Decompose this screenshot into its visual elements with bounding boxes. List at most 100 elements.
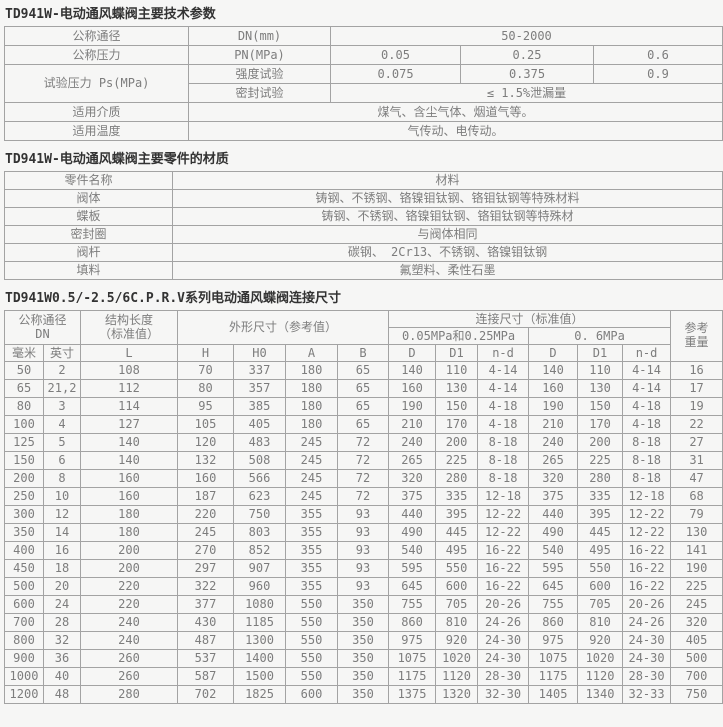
table-cell: 24-30 bbox=[622, 649, 672, 668]
table-cell: 110 bbox=[435, 361, 479, 380]
table-cell: 8-18 bbox=[477, 469, 530, 488]
section-title-connection-dims: TD941W0.5/-2.5/6C.P.R.V系列电动通风蝶阀连接尺寸 bbox=[5, 291, 342, 306]
table-row: 800 32 240 487 1300 550 350 975 920 24-30 975 920 24… bbox=[4, 631, 723, 650]
table-cell: 245 bbox=[285, 433, 339, 452]
table-cell: 623 bbox=[233, 487, 287, 506]
table-cell: 140 bbox=[80, 433, 179, 452]
table-cell: 8-18 bbox=[622, 451, 672, 470]
table-cell: 铸钢、不锈钢、铬镍钼钛钢、铬钼钛钢等特殊材料 bbox=[172, 189, 723, 208]
param-label: 公称通径 bbox=[4, 26, 189, 46]
table-cell: 550 bbox=[285, 595, 339, 614]
table-cell: 495 bbox=[435, 541, 479, 560]
table-cell: 4-18 bbox=[477, 397, 530, 416]
table-cell: 112 bbox=[80, 379, 179, 398]
table-cell: 385 bbox=[233, 397, 287, 416]
table-cell: 335 bbox=[577, 487, 624, 506]
header-weight-line1: 参考 bbox=[684, 321, 709, 336]
table-cell: 1120 bbox=[577, 667, 624, 686]
table-cell: 65 bbox=[337, 361, 390, 380]
table-cell: 490 bbox=[388, 523, 437, 542]
table-cell: 蝶板 bbox=[4, 207, 173, 226]
header-col-nd-high: n-d bbox=[622, 344, 672, 362]
table-row: 100 4 127 105 405 180 65 210 170 4-18 210 170 4-18 22 bbox=[4, 415, 723, 434]
table-cell: 200 bbox=[80, 559, 179, 578]
table-cell: 114 bbox=[80, 397, 179, 416]
table-cell: 300 bbox=[4, 505, 44, 524]
table-cell: 355 bbox=[285, 577, 339, 596]
table-cell: 48 bbox=[42, 685, 82, 704]
table-cell: 245 bbox=[670, 595, 723, 614]
table-cell: 1300 bbox=[233, 631, 287, 650]
table-cell: 920 bbox=[435, 631, 479, 650]
table-cell: 320 bbox=[528, 469, 579, 488]
table-cell: 355 bbox=[285, 559, 339, 578]
table-cell: 320 bbox=[388, 469, 437, 488]
table-cell: 4-18 bbox=[477, 415, 530, 434]
table-cell: 31 bbox=[670, 451, 723, 470]
table-cell: 355 bbox=[285, 505, 339, 524]
table-cell: 93 bbox=[337, 559, 390, 578]
table-cell: 32-33 bbox=[622, 685, 672, 704]
table-row: 1000 40 260 587 1500 550 350 1175 1120 28-30 1175 1… bbox=[4, 667, 723, 686]
table-cell: 72 bbox=[337, 487, 390, 506]
table-cell: 16-22 bbox=[477, 559, 530, 578]
table-cell: 80 bbox=[177, 379, 235, 398]
table-cell: 密封圈 bbox=[4, 225, 173, 244]
param-value: 0.9 bbox=[593, 64, 723, 84]
table-cell: 755 bbox=[388, 595, 437, 614]
param-value: 0.075 bbox=[330, 64, 461, 84]
table-cell: 120 bbox=[177, 433, 235, 452]
table-cell: 4-18 bbox=[622, 397, 672, 416]
table-cell: 72 bbox=[337, 469, 390, 488]
table-row: 蝶板 铸钢、不锈钢、铬镍钼钛钢、铬钼钛钢等特殊材 bbox=[4, 207, 723, 226]
table-cell: 260 bbox=[80, 649, 179, 668]
table-cell: 225 bbox=[435, 451, 479, 470]
tech-params-table: 公称通径 DN(mm) 50-2000 公称压力 PN(MPa) 0.05 0.… bbox=[4, 26, 723, 141]
table-cell: 800 bbox=[4, 631, 44, 650]
table-cell: 72 bbox=[337, 433, 390, 452]
table-cell: 350 bbox=[337, 649, 390, 668]
table-row: 65 21,2 112 80 357 180 65 160 130 4-14 160 130 4-14 1… bbox=[4, 379, 723, 398]
param-value: 0.375 bbox=[460, 64, 594, 84]
param-value: 50-2000 bbox=[330, 26, 723, 46]
table-cell: 24-26 bbox=[477, 613, 530, 632]
table-cell: 47 bbox=[670, 469, 723, 488]
table-cell: 445 bbox=[577, 523, 624, 542]
table-cell: 4-14 bbox=[622, 361, 672, 380]
table-cell: 180 bbox=[285, 415, 339, 434]
table-cell: 17 bbox=[670, 379, 723, 398]
connection-dims-table: 公称通径 DN 结构长度 （标准值） 外形尺寸（参考值） 连接尺寸（标准值） 参… bbox=[3, 310, 723, 704]
header-col-H: H bbox=[177, 344, 235, 362]
table-cell: 16-22 bbox=[477, 541, 530, 560]
table-cell: 80 bbox=[4, 397, 44, 416]
table-cell: 280 bbox=[80, 685, 179, 704]
table-cell: 5 bbox=[42, 433, 82, 452]
table-cell: 440 bbox=[528, 505, 579, 524]
table-cell: 1175 bbox=[388, 667, 437, 686]
table-cell: 180 bbox=[285, 379, 339, 398]
table-cell: 65 bbox=[337, 415, 390, 434]
table-cell: 65 bbox=[4, 379, 44, 398]
header-row: 毫米 英寸 L H H0 A B D D1 n-d D D1 n-d bbox=[4, 344, 723, 362]
table-cell: 27 bbox=[670, 433, 723, 452]
table-cell: 190 bbox=[528, 397, 579, 416]
table-cell: 400 bbox=[4, 541, 44, 560]
table-cell: 8-18 bbox=[477, 433, 530, 452]
table-cell: 填料 bbox=[4, 261, 173, 280]
table-row: 密封圈 与阀体相同 bbox=[4, 225, 723, 244]
table-cell: 32 bbox=[42, 631, 82, 650]
param-key: 强度试验 bbox=[188, 64, 331, 84]
table-cell: 280 bbox=[577, 469, 624, 488]
table-cell: 1020 bbox=[577, 649, 624, 668]
table-row: 900 36 260 537 1400 550 350 1075 1020 24-30 1075 10… bbox=[4, 649, 723, 668]
table-cell: 210 bbox=[388, 415, 437, 434]
table-cell: 10 bbox=[42, 487, 82, 506]
table-cell: 93 bbox=[337, 577, 390, 596]
table-row: 阀体 铸钢、不锈钢、铬镍钼钛钢、铬钼钛钢等特殊材料 bbox=[4, 189, 723, 208]
table-cell: 140 bbox=[528, 361, 579, 380]
table-cell: 180 bbox=[285, 361, 339, 380]
table-cell: 160 bbox=[528, 379, 579, 398]
table-cell: 220 bbox=[80, 595, 179, 614]
table-cell: 180 bbox=[80, 523, 179, 542]
table-cell: 900 bbox=[4, 649, 44, 668]
